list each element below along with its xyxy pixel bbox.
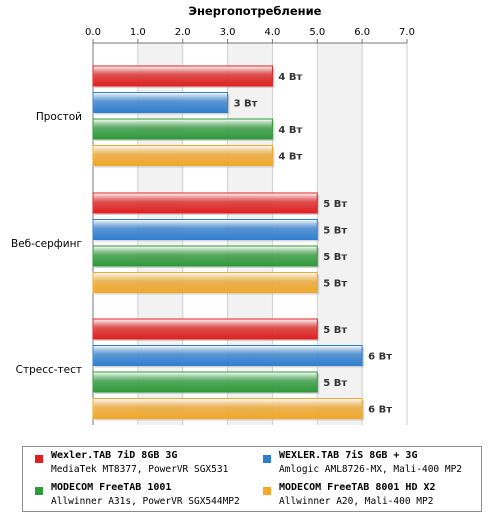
data-label: 5 Вт bbox=[323, 226, 347, 237]
legend-series-name: MODECOM FreeTAB 1001 bbox=[51, 482, 172, 493]
x-tick-label: 7.0 bbox=[399, 27, 415, 38]
data-label: 6 Вт bbox=[368, 405, 392, 416]
category-label: Простой bbox=[36, 111, 82, 123]
legend-swatch bbox=[263, 455, 271, 463]
data-label: 5 Вт bbox=[323, 279, 347, 290]
data-label: 4 Вт bbox=[278, 125, 302, 136]
bar bbox=[92, 245, 318, 267]
x-tick-label: 0.0 bbox=[85, 27, 101, 38]
x-tick-label: 5.0 bbox=[309, 27, 325, 38]
legend-item-series-4: MODECOM FreeTAB 8001 HD X2 Allwinner A20… bbox=[263, 481, 483, 511]
data-label: 6 Вт bbox=[368, 352, 392, 363]
legend-series-spec: Allwinner A31s, PowerVR SGX544MP2 bbox=[51, 496, 240, 507]
x-tick-label: 3.0 bbox=[220, 27, 236, 38]
chart-title: Энергопотребление bbox=[189, 4, 322, 18]
legend-series-name: WEXLER.TAB 7iS 8GB + 3G bbox=[279, 450, 418, 461]
data-label: 4 Вт bbox=[278, 72, 302, 83]
bar bbox=[92, 345, 363, 366]
bar bbox=[92, 65, 273, 87]
legend-series-name: Wexler.TAB 7iD 8GB 3G bbox=[51, 450, 178, 461]
bar bbox=[92, 371, 318, 393]
bar bbox=[92, 118, 273, 140]
legend-swatch bbox=[35, 487, 43, 495]
legend-swatch bbox=[263, 487, 271, 495]
legend-series-name: MODECOM FreeTAB 8001 HD X2 bbox=[279, 482, 436, 493]
legend-series-spec: MediaTek MT8377, PowerVR SGX531 bbox=[51, 464, 229, 475]
bar bbox=[92, 92, 229, 113]
legend-item-series-2: WEXLER.TAB 7iS 8GB + 3G Amlogic AML8726-… bbox=[263, 449, 483, 479]
data-label: 5 Вт bbox=[323, 252, 347, 263]
x-tick-label: 4.0 bbox=[264, 27, 280, 38]
legend-series-spec: Allwinner A20, Mali-400 MP2 bbox=[279, 496, 434, 507]
bar bbox=[92, 398, 363, 419]
bar bbox=[92, 272, 318, 293]
category-label: Веб-серфинг bbox=[11, 238, 82, 250]
x-tick-label: 6.0 bbox=[354, 27, 370, 38]
bar bbox=[92, 192, 318, 214]
bar bbox=[92, 145, 273, 166]
data-label: 5 Вт bbox=[323, 199, 347, 210]
category-label: Стресс-тест bbox=[16, 364, 82, 376]
chart-plot: 0.0 1.0 2.0 3.0 4.0 5.0 6.0 7.0 Энергопотреблени… bbox=[11, 4, 415, 425]
data-label: 5 Вт bbox=[323, 325, 347, 336]
legend-item-series-1: Wexler.TAB 7iD 8GB 3G MediaTek MT8377, P… bbox=[35, 449, 255, 479]
bar bbox=[92, 318, 318, 340]
legend-swatch bbox=[35, 455, 43, 463]
data-label: 3 Вт bbox=[234, 99, 258, 110]
data-label: 5 Вт bbox=[323, 378, 347, 389]
grid-band bbox=[362, 43, 407, 425]
legend-series-spec: Amlogic AML8726-MX, Mali-400 MP2 bbox=[279, 464, 463, 475]
x-tick-label: 1.0 bbox=[130, 27, 146, 38]
legend: Wexler.TAB 7iD 8GB 3G MediaTek MT8377, P… bbox=[22, 446, 482, 512]
data-label: 4 Вт bbox=[278, 152, 302, 163]
x-tick-label: 2.0 bbox=[175, 27, 191, 38]
bar bbox=[92, 219, 318, 240]
legend-item-series-3: MODECOM FreeTAB 1001 Allwinner A31s, Pow… bbox=[35, 481, 255, 511]
